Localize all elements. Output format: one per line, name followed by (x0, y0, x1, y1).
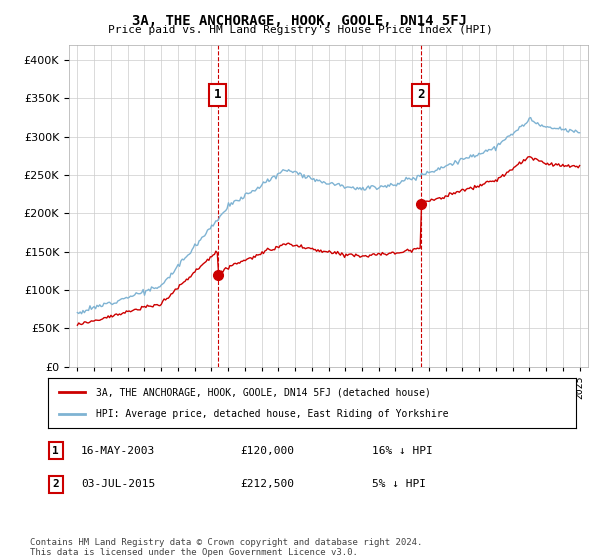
Text: 1: 1 (214, 88, 221, 101)
Text: 16-MAY-2003: 16-MAY-2003 (81, 446, 155, 456)
Text: 2: 2 (417, 88, 424, 101)
Text: £120,000: £120,000 (240, 446, 294, 456)
Text: 03-JUL-2015: 03-JUL-2015 (81, 479, 155, 489)
Text: 3A, THE ANCHORAGE, HOOK, GOOLE, DN14 5FJ: 3A, THE ANCHORAGE, HOOK, GOOLE, DN14 5FJ (133, 14, 467, 28)
Text: £212,500: £212,500 (240, 479, 294, 489)
Text: 2: 2 (52, 479, 59, 489)
Text: 16% ↓ HPI: 16% ↓ HPI (372, 446, 433, 456)
Text: Contains HM Land Registry data © Crown copyright and database right 2024.
This d: Contains HM Land Registry data © Crown c… (30, 538, 422, 557)
Text: Price paid vs. HM Land Registry's House Price Index (HPI): Price paid vs. HM Land Registry's House … (107, 25, 493, 35)
Text: 1: 1 (52, 446, 59, 456)
Text: HPI: Average price, detached house, East Riding of Yorkshire: HPI: Average price, detached house, East… (95, 409, 448, 419)
Text: 5% ↓ HPI: 5% ↓ HPI (372, 479, 426, 489)
Text: 3A, THE ANCHORAGE, HOOK, GOOLE, DN14 5FJ (detached house): 3A, THE ANCHORAGE, HOOK, GOOLE, DN14 5FJ… (95, 387, 430, 397)
